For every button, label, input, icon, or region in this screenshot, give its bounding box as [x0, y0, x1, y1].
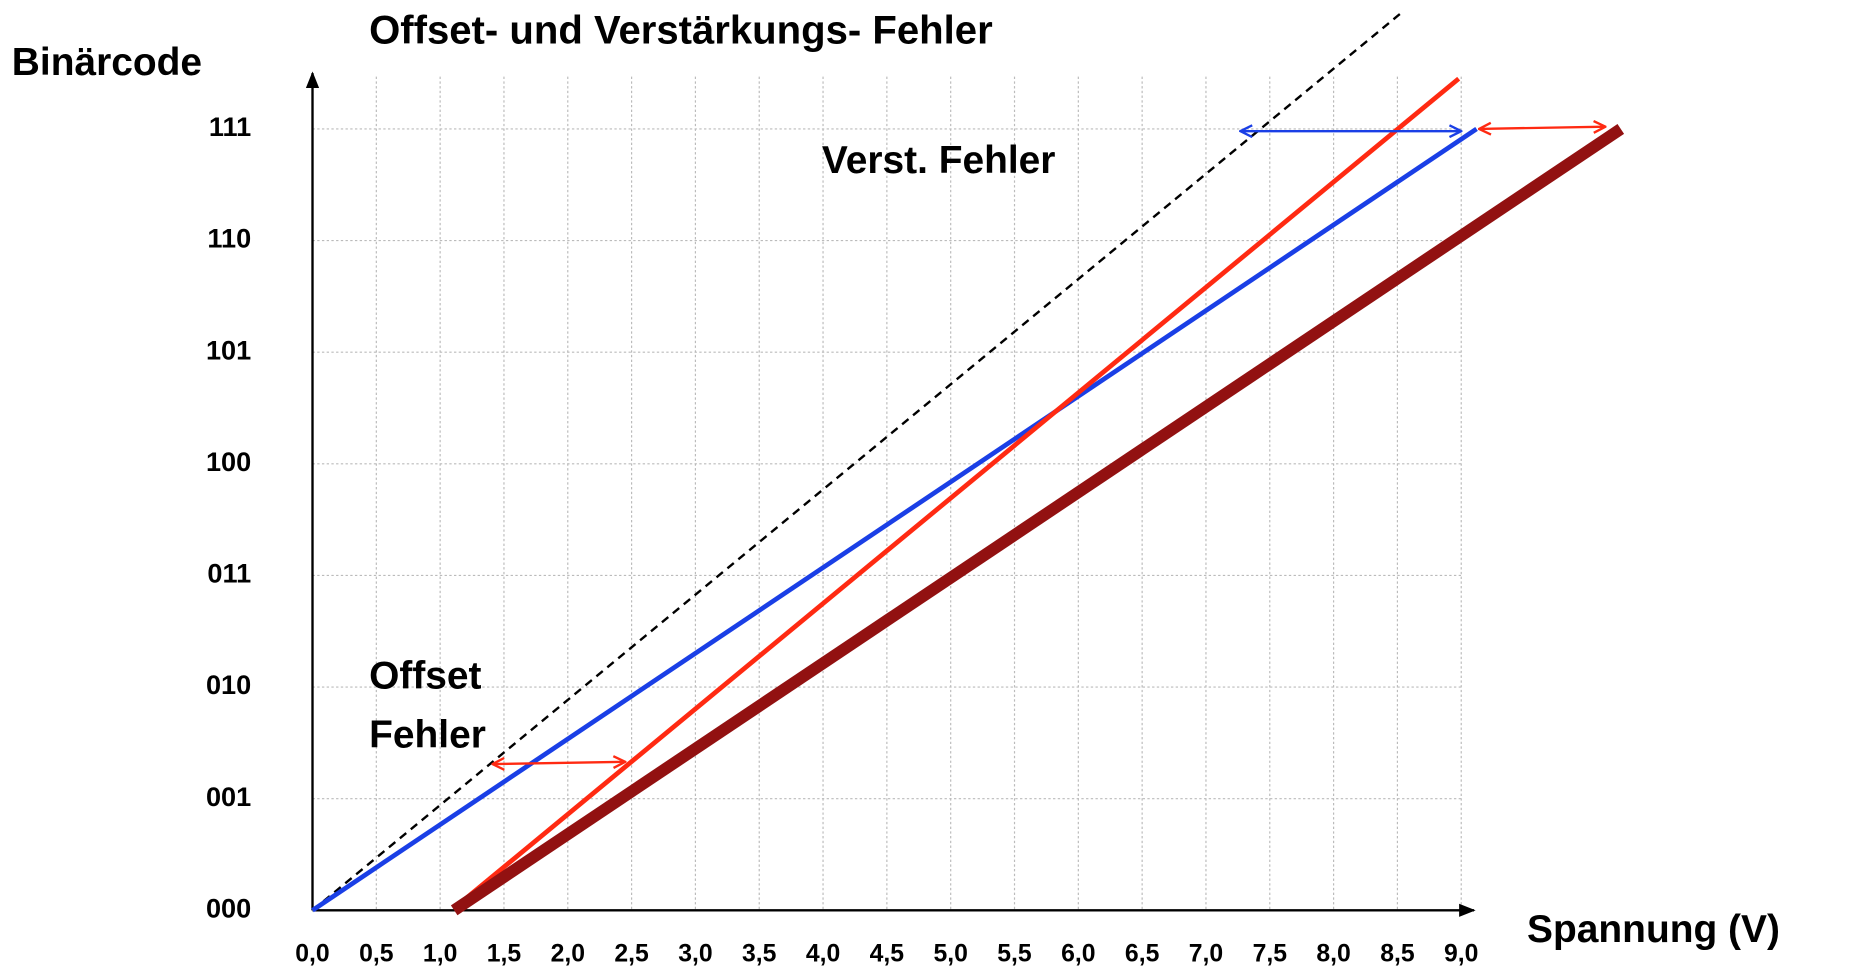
y-tick-label: 001 [206, 781, 251, 812]
x-tick-label: 5,0 [933, 941, 967, 968]
x-tick-label: 7,5 [1253, 941, 1288, 968]
y-tick-label: 101 [206, 334, 251, 365]
x-tick-label: 3,0 [678, 941, 712, 968]
arrow [1479, 127, 1605, 129]
x-tick-label: 1,5 [487, 941, 522, 968]
x-tick-label: 2,0 [551, 941, 585, 968]
annotation: Offset [369, 654, 481, 697]
y-tick-label: 100 [206, 446, 251, 477]
x-tick-label: 6,0 [1061, 941, 1095, 968]
y-tick-label: 010 [206, 669, 251, 700]
x-tick-label: 9,0 [1444, 941, 1478, 968]
y-tick-label: 110 [207, 223, 251, 254]
x-tick-label: 4,5 [870, 941, 905, 968]
line [450, 124, 1625, 916]
y-tick-label: 011 [207, 558, 251, 589]
x-tick-label: 8,0 [1316, 941, 1350, 968]
x-tick-label: 2,5 [614, 941, 649, 968]
x-tick-label: 7,0 [1189, 941, 1223, 968]
line [452, 76, 1461, 910]
annotation: Verst. Fehler [822, 139, 1056, 182]
y-tick-label: 111 [209, 111, 251, 142]
x-tick-label: 0,5 [359, 941, 394, 968]
line [311, 126, 1478, 913]
x-tick-label: 8,5 [1380, 941, 1415, 968]
annotation: Fehler [369, 713, 486, 756]
x-tick-label: 1,0 [423, 941, 457, 968]
x-tick-label: 4,0 [806, 941, 840, 968]
x-tick-label: 5,5 [997, 941, 1032, 968]
arrow [492, 762, 625, 764]
x-tick-label: 6,5 [1125, 941, 1160, 968]
y-axis-label: Binärcode [12, 41, 202, 84]
grid [312, 76, 1462, 911]
x-tick-label: 3,5 [742, 941, 777, 968]
chart-title: Offset- und Verstärkungs- Fehler [369, 9, 993, 53]
x-axis-label: Spannung (V) [1527, 908, 1780, 951]
x-tick-label: 0,0 [295, 941, 329, 968]
y-tick-label: 000 [206, 892, 251, 923]
